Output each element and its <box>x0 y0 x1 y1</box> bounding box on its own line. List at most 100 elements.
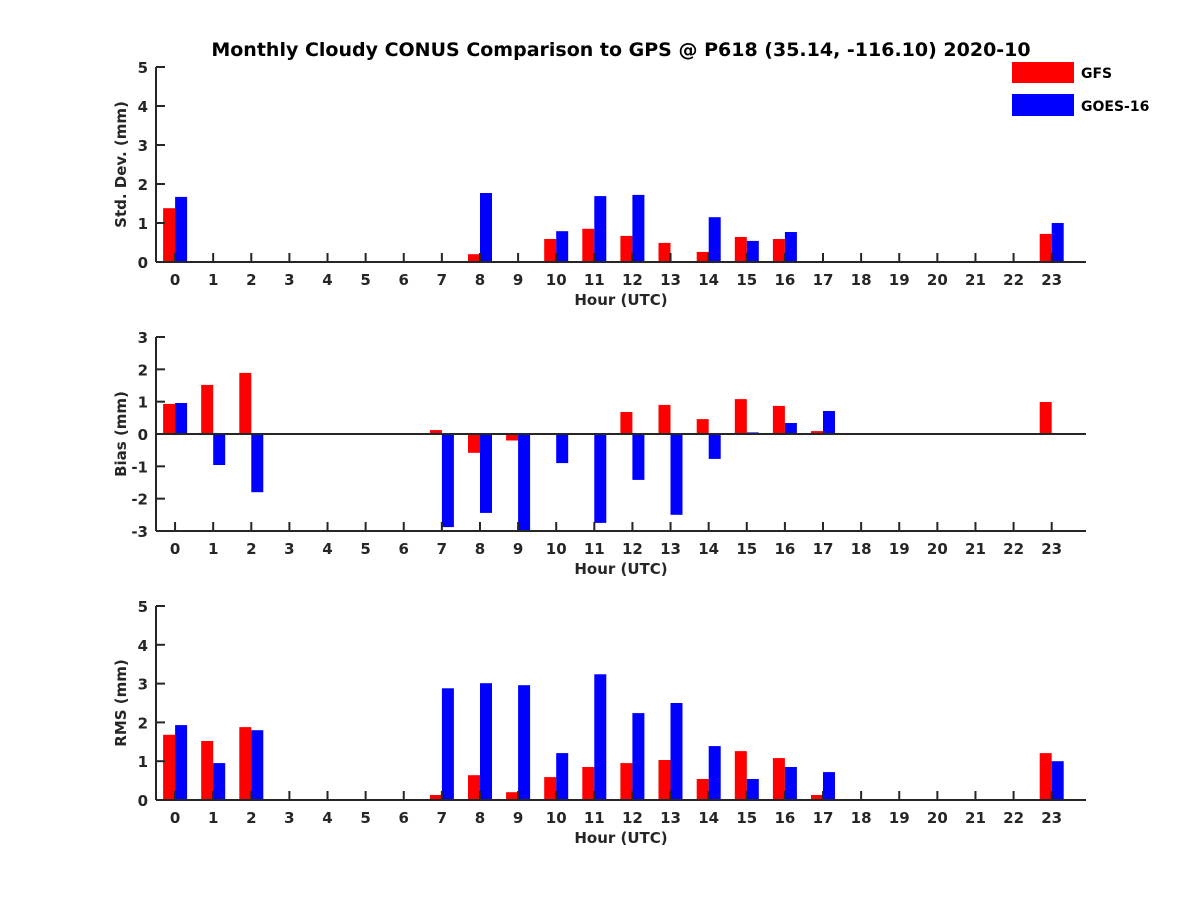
bar-rms-goes16-h16 <box>784 767 797 800</box>
bar-bias-gfs-h23 <box>1039 402 1052 434</box>
x-tick-label-std: 0 <box>170 271 180 289</box>
bar-rms-gfs-h23 <box>1039 753 1052 800</box>
chart-title: Monthly Cloudy CONUS Comparison to GPS @… <box>211 39 1030 61</box>
bar-rms-gfs-h9 <box>506 792 519 800</box>
x-tick-label-rms: 2 <box>246 809 256 827</box>
legend-label-goes16: GOES-16 <box>1081 99 1149 115</box>
bar-bias-goes16-h10 <box>556 434 569 464</box>
bar-rms-gfs-h16 <box>772 758 785 800</box>
bar-std-gfs-h12 <box>620 235 633 262</box>
bar-bias-goes16-h12 <box>632 434 645 480</box>
bar-std-goes16-h14 <box>708 217 721 262</box>
legend-swatch-goes16 <box>1012 94 1074 116</box>
y-axis-label-bias: Bias (mm) <box>112 391 130 477</box>
bar-std-goes16-h16 <box>784 232 797 262</box>
bar-bias-goes16-h13 <box>670 434 683 515</box>
x-tick-label-std: 10 <box>546 271 567 289</box>
x-tick-label-bias: 7 <box>437 540 447 558</box>
x-tick-label-rms: 10 <box>546 809 567 827</box>
bar-rms-gfs-h14 <box>696 779 709 800</box>
x-tick-label-std: 4 <box>322 271 332 289</box>
x-tick-label-std: 22 <box>1003 271 1024 289</box>
bar-bias-gfs-h13 <box>658 404 671 434</box>
y-tick-label-bias: 2 <box>138 361 148 379</box>
x-tick-label-std: 19 <box>889 271 910 289</box>
bar-bias-gfs-h12 <box>620 412 633 434</box>
x-tick-label-std: 9 <box>513 271 523 289</box>
bar-bias-goes16-h11 <box>594 434 607 523</box>
y-axis-label-rms: RMS (mm) <box>112 659 130 746</box>
bar-bias-goes16-h1 <box>213 434 226 465</box>
bar-rms-gfs-h13 <box>658 760 671 800</box>
x-tick-label-std: 18 <box>851 271 872 289</box>
bar-rms-goes16-h1 <box>213 763 226 800</box>
x-tick-label-bias: 1 <box>208 540 218 558</box>
x-tick-label-rms: 18 <box>851 809 872 827</box>
y-tick-label-bias: 3 <box>138 329 148 347</box>
bar-rms-gfs-h10 <box>544 777 557 800</box>
bar-rms-goes16-h23 <box>1051 761 1064 800</box>
bar-bias-goes16-h7 <box>441 434 454 528</box>
x-tick-label-bias: 12 <box>622 540 643 558</box>
bar-bias-goes16-h8 <box>480 434 492 513</box>
y-tick-label-rms: 4 <box>138 637 148 655</box>
x-tick-label-std: 15 <box>736 271 757 289</box>
y-tick-label-std: 4 <box>138 98 148 116</box>
x-axis-label-bias: Hour (UTC) <box>574 560 667 578</box>
bar-rms-goes16-h13 <box>670 703 683 800</box>
bar-std-gfs-h0 <box>163 208 176 262</box>
bar-rms-gfs-h1 <box>201 741 214 800</box>
x-tick-label-std: 21 <box>965 271 986 289</box>
bar-bias-goes16-h2 <box>251 434 264 493</box>
x-tick-label-rms: 6 <box>399 809 409 827</box>
x-tick-label-bias: 19 <box>889 540 910 558</box>
x-tick-label-bias: 10 <box>546 540 567 558</box>
bar-bias-gfs-h16 <box>772 405 785 434</box>
x-tick-label-bias: 0 <box>170 540 180 558</box>
bar-std-goes16-h23 <box>1051 223 1064 262</box>
bar-rms-goes16-h12 <box>632 713 645 800</box>
y-tick-label-std: 5 <box>138 59 148 77</box>
bar-std-goes16-h8 <box>480 193 492 262</box>
y-tick-label-rms: 2 <box>138 714 148 732</box>
x-tick-label-bias: 4 <box>322 540 332 558</box>
x-tick-label-bias: 16 <box>774 540 795 558</box>
bar-bias-goes16-h9 <box>518 434 531 530</box>
legend-swatch-gfs <box>1012 62 1074 83</box>
x-tick-label-rms: 5 <box>360 809 370 827</box>
bar-bias-goes16-h0 <box>175 403 188 434</box>
bar-std-gfs-h13 <box>658 242 671 262</box>
bar-rms-gfs-h17 <box>811 795 823 800</box>
bar-bias-goes16-h14 <box>708 434 721 459</box>
x-tick-label-std: 11 <box>584 271 605 289</box>
x-tick-label-rms: 8 <box>475 809 485 827</box>
y-tick-label-std: 1 <box>138 215 148 233</box>
x-tick-label-bias: 3 <box>284 540 294 558</box>
x-tick-label-bias: 11 <box>584 540 605 558</box>
x-tick-label-bias: 6 <box>399 540 409 558</box>
bar-std-goes16-h10 <box>556 231 569 262</box>
x-tick-label-std: 6 <box>399 271 409 289</box>
x-tick-label-rms: 23 <box>1041 809 1062 827</box>
bar-rms-gfs-h0 <box>163 734 176 800</box>
bar-std-goes16-h15 <box>746 240 759 262</box>
bar-bias-gfs-h17 <box>811 431 823 434</box>
bar-bias-gfs-h2 <box>239 372 252 434</box>
bar-bias-gfs-h15 <box>734 399 747 434</box>
x-axis-label-std: Hour (UTC) <box>574 291 667 309</box>
x-tick-label-bias: 8 <box>475 540 485 558</box>
y-tick-label-bias: 0 <box>138 426 148 444</box>
y-tick-label-std: 0 <box>138 254 148 272</box>
x-tick-label-std: 5 <box>360 271 370 289</box>
x-tick-label-rms: 1 <box>208 809 218 827</box>
bar-bias-gfs-h9 <box>506 434 519 441</box>
x-tick-label-bias: 21 <box>965 540 986 558</box>
x-tick-label-std: 16 <box>774 271 795 289</box>
bar-rms-goes16-h8 <box>480 683 492 800</box>
bar-rms-gfs-h2 <box>239 727 252 800</box>
x-tick-label-rms: 15 <box>736 809 757 827</box>
bar-std-gfs-h10 <box>544 239 557 262</box>
x-tick-label-rms: 4 <box>322 809 332 827</box>
y-tick-label-rms: 1 <box>138 753 148 771</box>
